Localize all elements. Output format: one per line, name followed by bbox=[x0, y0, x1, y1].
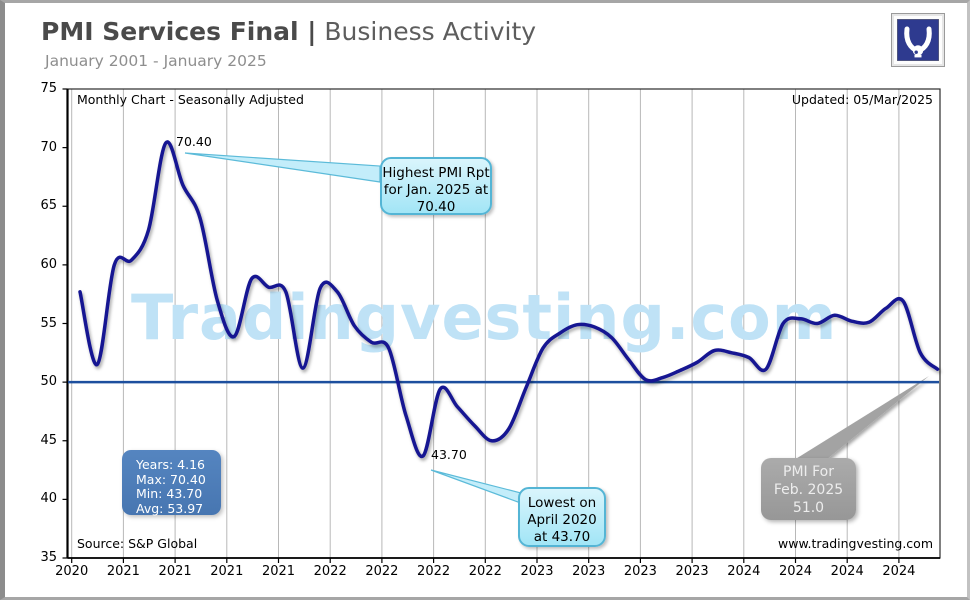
peak-value-label: 70.40 bbox=[176, 134, 212, 149]
callout-lowest-line3: at 43.70 bbox=[533, 529, 591, 545]
x-tick-label: 2024 bbox=[882, 564, 916, 579]
y-tick-label: 60 bbox=[40, 256, 57, 272]
y-tick-label: 55 bbox=[40, 315, 57, 331]
x-tick-label: 2022 bbox=[468, 564, 502, 579]
pmi-line-series bbox=[78, 140, 940, 458]
x-tick-label: 2024 bbox=[830, 564, 864, 579]
x-tick-label: 2021 bbox=[158, 564, 192, 579]
x-tick-label: 2022 bbox=[313, 564, 347, 579]
x-tick-label: 2024 bbox=[778, 564, 813, 579]
y-tick-label: 40 bbox=[40, 491, 57, 507]
y-tick-label: 75 bbox=[40, 81, 57, 96]
callout-highest: Highest PMI Rpt for Jan. 2025 at 70.40 bbox=[380, 157, 492, 215]
callout-latest-line3: 51.0 bbox=[792, 500, 825, 516]
tradingvesting-logo bbox=[891, 13, 945, 67]
x-tick-label: 2021 bbox=[106, 564, 140, 579]
source-label: Source: S&P Global bbox=[77, 536, 198, 551]
updated-label: Updated: 05/Mar/2025 bbox=[791, 92, 933, 107]
trough-value-label: 43.70 bbox=[431, 447, 467, 462]
chart-note: Monthly Chart - Seasonally Adjusted bbox=[77, 92, 304, 107]
page-title-regular: Business Activity bbox=[324, 17, 537, 46]
y-tick-label: 35 bbox=[40, 550, 57, 565]
latest-callout-pointer bbox=[794, 376, 929, 460]
highest-callout-pointer bbox=[184, 152, 381, 183]
y-tick-label: 45 bbox=[40, 432, 57, 448]
x-tick-label: 2022 bbox=[417, 564, 451, 579]
x-tick-label: 2023 bbox=[675, 564, 709, 579]
callout-latest-line1: PMI For bbox=[783, 464, 834, 480]
chart-data-layer bbox=[68, 140, 940, 510]
y-tick-label: 70 bbox=[40, 139, 57, 155]
page-title-bold: PMI Services Final | bbox=[41, 17, 317, 46]
date-range-subtitle: January 2001 - January 2025 bbox=[45, 52, 267, 70]
page-title: PMI Services Final | Business Activity bbox=[41, 17, 536, 46]
x-tick-label: 2023 bbox=[520, 564, 554, 579]
callout-latest-line2: Feb. 2025 bbox=[773, 482, 844, 498]
callout-highest-line3: 70.40 bbox=[416, 199, 456, 215]
watermark: Tradingvesting.com bbox=[131, 281, 838, 354]
stats-min: Min: 43.70 bbox=[136, 486, 203, 501]
y-tick-label: 65 bbox=[40, 198, 57, 214]
stats-years: Years: 4.16 bbox=[136, 457, 205, 472]
x-tick-label: 2023 bbox=[623, 564, 657, 579]
callout-highest-line2: for Jan. 2025 at bbox=[383, 182, 489, 198]
x-tick-label: 2022 bbox=[365, 564, 399, 579]
x-tick-label: 2023 bbox=[572, 564, 606, 579]
x-tick-label: 2020 bbox=[55, 564, 89, 579]
callout-latest: PMI For Feb. 2025 51.0 bbox=[761, 458, 856, 520]
x-tick-label: 2024 bbox=[727, 564, 761, 579]
x-tick-label: 2021 bbox=[261, 564, 296, 579]
x-tick-label: 2021 bbox=[210, 564, 244, 579]
callout-lowest-line2: April 2020 bbox=[527, 512, 597, 528]
stats-avg: Avg: 53.97 bbox=[136, 500, 204, 516]
y-tick-label: 50 bbox=[40, 374, 57, 390]
stats-max: Max: 70.40 bbox=[136, 471, 206, 487]
callout-lowest-line1: Lowest on bbox=[527, 495, 597, 511]
callout-lowest: Lowest on April 2020 at 43.70 bbox=[518, 487, 606, 547]
website-label: www.tradingvesting.com bbox=[778, 536, 933, 551]
stats-box: Years: 4.16 Max: 70.40 Min: 43.70 Avg: 5… bbox=[122, 450, 221, 515]
callout-highest-line1: Highest PMI Rpt bbox=[382, 165, 490, 181]
bull-icon bbox=[897, 19, 939, 61]
